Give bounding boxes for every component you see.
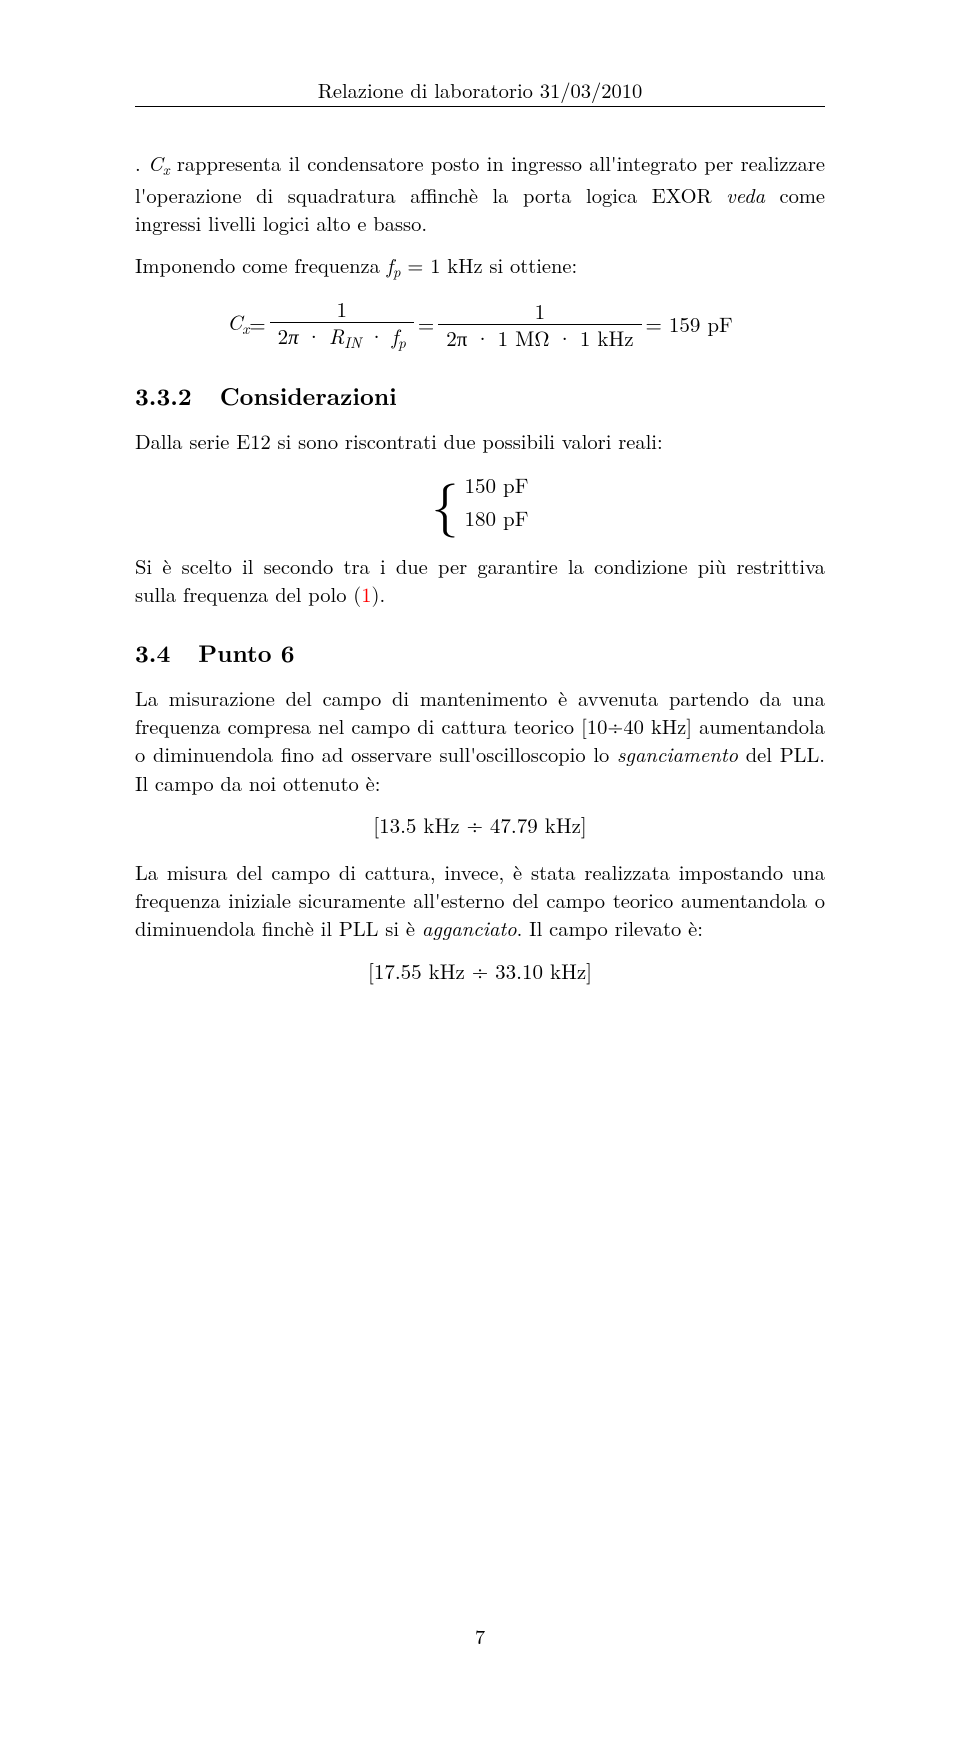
brace-wrap: { 150 pF 180 pF bbox=[432, 469, 529, 534]
header-rule bbox=[135, 106, 825, 107]
intro-paragraph-2: Imponendo come frequenza fp = 1 kHz si o… bbox=[135, 251, 825, 283]
equation-range1: [13.5 kHz ÷ 47.79 kHz] bbox=[135, 811, 825, 840]
eq-c: C bbox=[227, 307, 242, 337]
sganciamento-ital: sganciamento bbox=[617, 739, 738, 768]
frac2-num: 1 bbox=[438, 299, 641, 325]
ref-link-1[interactable]: 1 bbox=[361, 579, 371, 608]
t: p bbox=[398, 332, 406, 353]
heading-title: Punto 6 bbox=[198, 636, 294, 670]
agganciato-ital: agganciato bbox=[422, 913, 517, 942]
t: 2 bbox=[278, 321, 289, 351]
cx-var: Cx bbox=[148, 148, 170, 177]
veda-ital: veda bbox=[726, 180, 765, 209]
intro-paragraph-1: . Cx rappresenta il condensatore posto i… bbox=[135, 149, 825, 237]
cx-x: x bbox=[163, 159, 170, 180]
frac1-den: 2π · RIN · fp bbox=[270, 323, 414, 352]
t: IN bbox=[344, 332, 361, 353]
eq-lhs: Cx bbox=[227, 308, 249, 340]
text: Si è scelto il secondo tra i due per gar… bbox=[135, 551, 825, 608]
eq-frac2: 1 2π · 1 MΩ · 1 kHz bbox=[438, 299, 641, 350]
heading-num: 3.4 bbox=[135, 636, 170, 670]
equation-options: { 150 pF 180 pF bbox=[135, 469, 825, 534]
t: · bbox=[361, 321, 391, 351]
t: · bbox=[299, 321, 329, 351]
eq-rhs: = 159 pF bbox=[646, 310, 733, 339]
running-header: Relazione di laboratorio 31/03/2010 bbox=[135, 76, 825, 104]
sec34-para2: La misura del campo di cattura, invece, … bbox=[135, 858, 825, 943]
equation-cx: Cx = 1 2π · RIN · fp = 1 2π · 1 MΩ · 1 k… bbox=[135, 297, 825, 352]
text: Imponendo come frequenza bbox=[135, 250, 387, 279]
frac1-num: 1 bbox=[270, 297, 414, 323]
sec34-para1: La misurazione del campo di mantenimento… bbox=[135, 684, 825, 797]
frac2-den: 2π · 1 MΩ · 1 kHz bbox=[438, 325, 641, 350]
t: R bbox=[329, 321, 344, 351]
t: 2π · 1 MΩ · 1 kHz bbox=[446, 323, 633, 353]
heading-332: 3.3.2 Considerazioni bbox=[135, 380, 825, 413]
t: π bbox=[288, 321, 299, 351]
sec332-para2: Si è scelto il secondo tra i due per gar… bbox=[135, 552, 825, 609]
cx-c: C bbox=[148, 148, 163, 177]
sec332-para1: Dalla serie E12 si sono riscontrati due … bbox=[135, 427, 825, 455]
heading-num: 3.3.2 bbox=[135, 379, 192, 413]
page-number: 7 bbox=[0, 1622, 960, 1650]
equation-range2: [17.55 kHz ÷ 33.10 kHz] bbox=[135, 957, 825, 986]
left-brace-icon: { bbox=[432, 475, 459, 529]
eq-mid: = bbox=[418, 310, 434, 339]
fp-var: fp bbox=[387, 250, 401, 279]
option-2: 180 pF bbox=[465, 502, 529, 535]
heading-title: Considerazioni bbox=[220, 379, 397, 413]
heading-34: 3.4 Punto 6 bbox=[135, 637, 825, 670]
fp-p: p bbox=[393, 261, 401, 282]
text: rappresenta il condensatore posto in ing… bbox=[135, 148, 825, 209]
text: ). bbox=[372, 579, 386, 608]
text: = 1 kHz si ottiene: bbox=[401, 250, 578, 279]
eq-equals: = bbox=[249, 310, 265, 339]
text: . bbox=[135, 148, 148, 177]
page: Relazione di laboratorio 31/03/2010 . Cx… bbox=[0, 0, 960, 1762]
brace-items: 150 pF 180 pF bbox=[465, 469, 529, 534]
option-1: 150 pF bbox=[465, 469, 529, 502]
eq-frac1: 1 2π · RIN · fp bbox=[270, 297, 414, 352]
eq-x: x bbox=[242, 318, 249, 339]
text: . Il campo rilevato è: bbox=[517, 913, 703, 942]
